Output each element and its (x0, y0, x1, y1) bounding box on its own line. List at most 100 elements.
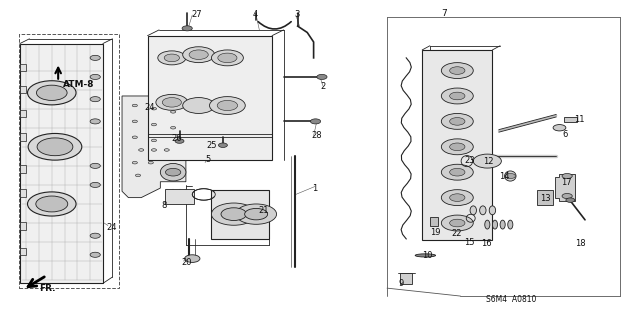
Bar (20, 86, 26, 93)
Circle shape (182, 26, 192, 31)
Bar (20, 133, 26, 141)
Circle shape (164, 149, 170, 151)
Circle shape (37, 138, 73, 156)
Circle shape (90, 182, 100, 188)
Circle shape (218, 143, 227, 147)
Circle shape (152, 108, 157, 110)
Text: 22: 22 (452, 229, 462, 238)
Text: ATM-8: ATM-8 (63, 80, 95, 89)
Circle shape (450, 143, 465, 151)
Circle shape (28, 192, 76, 216)
Ellipse shape (470, 206, 476, 215)
Bar (20, 222, 26, 230)
Ellipse shape (415, 254, 436, 257)
Circle shape (209, 97, 245, 115)
Circle shape (90, 163, 100, 168)
Text: 12: 12 (483, 157, 494, 166)
Text: 16: 16 (481, 239, 492, 248)
Text: 26: 26 (172, 134, 182, 143)
Text: 2: 2 (320, 82, 325, 91)
Bar (20, 165, 26, 173)
Text: 24: 24 (106, 223, 116, 232)
Ellipse shape (161, 163, 186, 181)
Circle shape (184, 255, 200, 263)
Bar (20, 248, 26, 256)
Circle shape (175, 139, 184, 143)
Circle shape (132, 120, 138, 123)
Circle shape (182, 98, 214, 114)
Bar (211, 190, 269, 239)
Ellipse shape (504, 171, 516, 181)
Circle shape (211, 203, 256, 225)
Circle shape (132, 161, 138, 164)
Circle shape (442, 88, 473, 104)
Circle shape (164, 54, 179, 62)
Circle shape (450, 92, 465, 100)
Circle shape (166, 168, 180, 176)
Circle shape (450, 168, 465, 176)
Circle shape (28, 81, 76, 105)
Polygon shape (122, 96, 211, 197)
Text: 18: 18 (575, 239, 586, 248)
Circle shape (158, 51, 186, 65)
Text: 21: 21 (258, 206, 269, 215)
Circle shape (36, 85, 67, 100)
Bar (20, 189, 26, 197)
Text: S6M4  A0810: S6M4 A0810 (486, 295, 536, 304)
Polygon shape (555, 174, 575, 201)
Text: 28: 28 (312, 131, 323, 140)
Text: 7: 7 (442, 9, 447, 18)
Bar (401, 273, 412, 284)
Circle shape (505, 174, 515, 179)
Circle shape (156, 94, 188, 110)
Circle shape (132, 104, 138, 107)
Text: 5: 5 (205, 155, 211, 164)
Circle shape (90, 252, 100, 257)
Text: 3: 3 (294, 11, 300, 19)
Circle shape (152, 123, 157, 126)
Circle shape (148, 161, 154, 164)
Text: 20: 20 (181, 258, 192, 267)
Circle shape (566, 198, 575, 202)
Text: 6: 6 (563, 130, 568, 139)
Text: 9: 9 (399, 279, 404, 288)
Circle shape (182, 47, 214, 63)
Circle shape (90, 119, 100, 124)
Bar (148, 36, 272, 160)
Circle shape (171, 111, 175, 113)
Circle shape (317, 74, 327, 79)
Text: 14: 14 (499, 173, 510, 182)
Text: FR.: FR. (39, 284, 56, 293)
Circle shape (442, 215, 473, 231)
Circle shape (132, 136, 138, 138)
Circle shape (218, 53, 237, 63)
Circle shape (442, 139, 473, 155)
Circle shape (90, 74, 100, 79)
Circle shape (211, 50, 243, 66)
Text: 8: 8 (162, 201, 167, 210)
Bar (20, 63, 26, 71)
Bar (20, 110, 26, 117)
Circle shape (450, 118, 465, 125)
Circle shape (442, 190, 473, 205)
Circle shape (36, 196, 68, 212)
Ellipse shape (492, 220, 497, 229)
Circle shape (442, 164, 473, 180)
Text: 19: 19 (431, 228, 441, 237)
Ellipse shape (508, 220, 513, 229)
Circle shape (217, 100, 237, 111)
Circle shape (310, 119, 321, 124)
Ellipse shape (500, 220, 505, 229)
Text: 17: 17 (561, 178, 572, 187)
Circle shape (553, 124, 566, 131)
Circle shape (90, 233, 100, 238)
Bar (430, 217, 438, 226)
Bar (166, 189, 194, 204)
Circle shape (442, 63, 473, 78)
Circle shape (450, 194, 465, 201)
Circle shape (90, 97, 100, 102)
Circle shape (171, 126, 175, 129)
Circle shape (562, 194, 572, 198)
Circle shape (450, 219, 465, 227)
Bar (422, 50, 492, 241)
